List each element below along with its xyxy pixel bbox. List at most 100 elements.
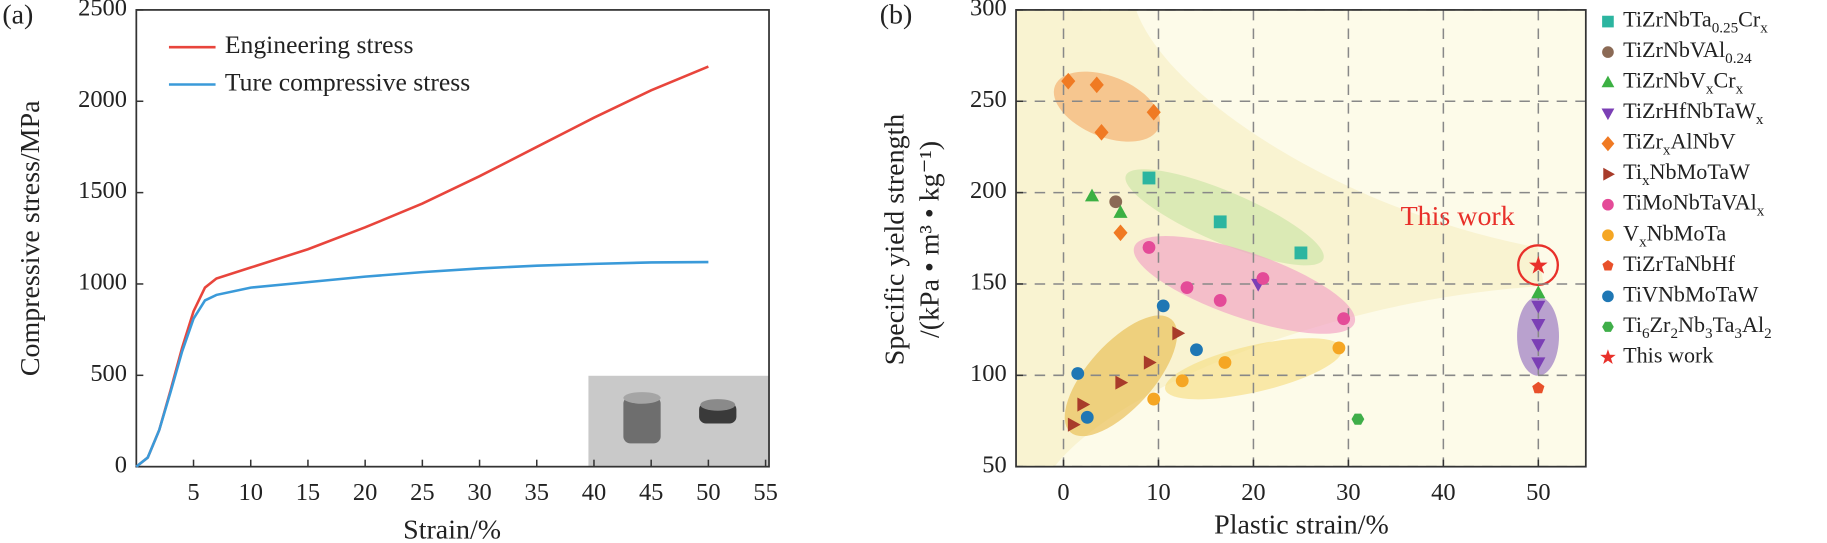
x-axis-label: Strain/% — [403, 514, 501, 543]
y-tick-label: 50 — [982, 451, 1006, 478]
legend-marker — [1601, 136, 1615, 152]
legend-marker — [1602, 290, 1614, 303]
x-tick-label: 20 — [1241, 479, 1265, 506]
legend-marker — [1601, 108, 1615, 121]
highlight-circle — [1517, 244, 1560, 287]
data-point — [1531, 300, 1546, 314]
data-point — [1180, 281, 1194, 295]
data-point — [1156, 299, 1170, 313]
group-region — [1053, 71, 1161, 142]
legend-marker — [1602, 321, 1614, 332]
y-tick-label: 2500 — [78, 0, 127, 22]
x-tick-label: 10 — [239, 479, 263, 506]
x-tick-label: 45 — [639, 479, 663, 506]
data-point — [1115, 375, 1129, 390]
legend-label: Ti6Zr2Nb3Ta3Al2 — [1623, 312, 1772, 342]
x-tick-label: 55 — [753, 479, 777, 506]
legend-label: TiZrNbVxCrx — [1623, 68, 1743, 98]
legend-label: TiZrHfNbTaWx — [1623, 98, 1764, 128]
x-tick-label: 30 — [1336, 479, 1360, 506]
data-point — [1213, 215, 1227, 229]
x-tick-label: 30 — [467, 479, 491, 506]
data-point — [1332, 341, 1346, 355]
data-point — [1218, 356, 1232, 369]
data-point — [1147, 392, 1161, 406]
y-axis-label: Specific yield strength — [880, 114, 911, 366]
y-tick-label: 200 — [970, 177, 1007, 204]
legend-marker — [1602, 259, 1614, 271]
data-point — [1531, 285, 1546, 299]
legend-marker — [1602, 46, 1614, 58]
legend-label: VxNbMoTa — [1623, 220, 1726, 250]
y-tick-label: 150 — [970, 269, 1007, 296]
legend-marker — [1600, 349, 1616, 364]
legend-marker — [1602, 229, 1614, 242]
y-tick-label: 300 — [970, 0, 1007, 22]
x-tick-label: 50 — [696, 479, 720, 506]
data-point — [1094, 123, 1109, 141]
legend-label: Ture compressive stress — [225, 67, 470, 96]
data-point — [1142, 171, 1156, 185]
data-point — [1061, 72, 1076, 90]
x-tick-label: 15 — [296, 479, 320, 506]
data-point — [1531, 319, 1546, 332]
data-point — [1071, 367, 1085, 380]
y-tick-label: 100 — [970, 360, 1007, 387]
data-point — [1084, 188, 1100, 202]
data-line — [135, 260, 709, 468]
legend-label: TiZrNbTa0.25Crx — [1623, 7, 1768, 37]
x-tick-label: 40 — [582, 479, 606, 506]
y-tick-label: 0 — [115, 451, 127, 478]
x-tick-label: 0 — [1057, 479, 1069, 506]
data-point — [1146, 103, 1161, 121]
data-point — [1531, 357, 1546, 371]
legend-label: TiVNbMoTaW — [1623, 281, 1758, 306]
data-point — [1213, 294, 1227, 307]
data-point — [1080, 410, 1094, 424]
legend-label: TiZrxAlNbV — [1623, 129, 1736, 159]
plot-frame — [135, 9, 770, 468]
plot-frame — [1015, 9, 1587, 468]
legend-label: TixNbMoTaW — [1623, 159, 1750, 189]
x-axis-label: Plastic strain/% — [1214, 510, 1389, 541]
group-region — [1064, 315, 1178, 437]
data-point — [1532, 381, 1545, 394]
legend-marker — [1603, 167, 1615, 181]
legend-label: This work — [1623, 342, 1714, 367]
x-tick-label: 40 — [1431, 479, 1455, 506]
data-point — [1067, 417, 1081, 432]
y-tick-label: 1000 — [78, 269, 127, 296]
annotation: This work — [1401, 201, 1515, 232]
panel-label: (b) — [880, 0, 913, 30]
legend-marker — [1602, 198, 1614, 211]
data-point — [1337, 312, 1351, 326]
data-point — [1294, 246, 1308, 260]
x-tick-label: 35 — [525, 479, 549, 506]
panel-label: (a) — [2, 0, 33, 30]
legend-label: TiZrNbVAl0.24 — [1623, 37, 1752, 67]
legend-marker — [1602, 15, 1614, 28]
data-point — [1077, 397, 1091, 412]
data-point — [1113, 205, 1128, 218]
legend-marker — [1601, 75, 1615, 88]
legend-label: Engineering stress — [225, 30, 414, 59]
y-axis-label: /(kPa • m³ • kg⁻¹) — [915, 141, 946, 338]
y-tick-label: 250 — [970, 86, 1007, 113]
data-point — [1256, 272, 1270, 285]
y-axis-label: Compressive stress/MPa — [15, 100, 46, 376]
y-tick-label: 500 — [90, 360, 127, 387]
x-tick-label: 20 — [353, 479, 377, 506]
group-region — [1133, 236, 1356, 334]
y-tick-label: 2000 — [78, 86, 127, 113]
legend-label: TiZrTaNbHf — [1623, 251, 1736, 276]
data-point — [1190, 343, 1203, 357]
x-tick-label: 50 — [1526, 479, 1550, 506]
data-point — [1142, 241, 1156, 254]
data-point — [1109, 195, 1123, 209]
legend-label: TiMoNbTaVAlx — [1623, 190, 1765, 220]
x-tick-label: 10 — [1146, 479, 1170, 506]
data-point — [1531, 339, 1546, 352]
x-tick-label: 25 — [410, 479, 434, 506]
data-point — [1175, 374, 1189, 388]
